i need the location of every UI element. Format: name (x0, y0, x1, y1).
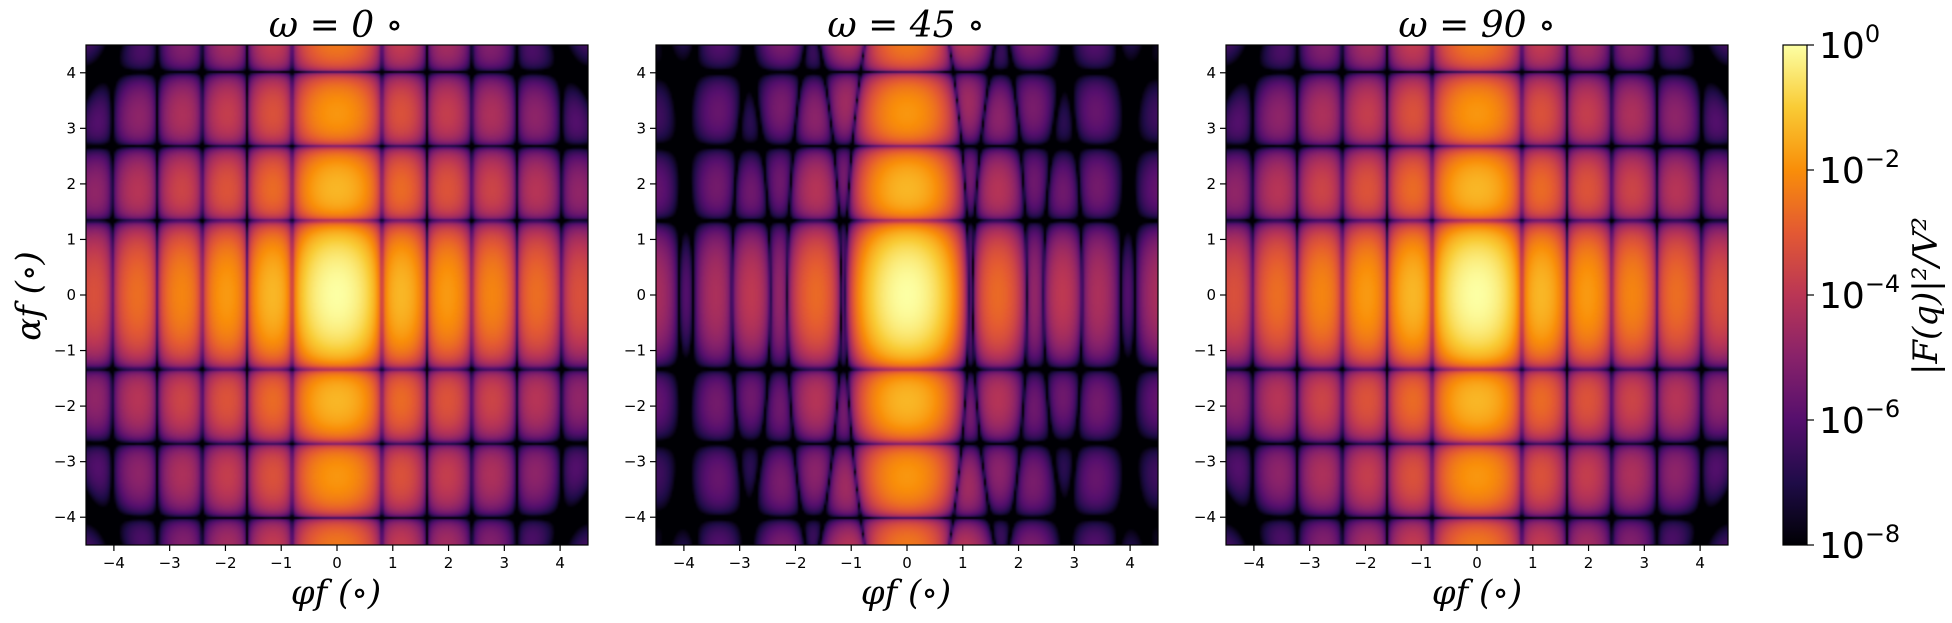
panel-title: ω = 90 ∘ (1398, 5, 1555, 46)
x-tick-label: −2 (1354, 554, 1376, 572)
y-tick-label: 4 (636, 64, 646, 82)
y-tick-label: 0 (636, 286, 646, 304)
colorbar-tick-label: 10−4 (1819, 270, 1900, 317)
y-tick-label: −4 (54, 508, 76, 526)
heatmap-canvas (86, 45, 588, 545)
y-tick-label: −3 (1194, 453, 1216, 471)
x-tick-label: 3 (1640, 554, 1650, 572)
axis-ticks: −4 −3 −2 −1 0 1 2 3 4 4 3 2 1 0 −1 −2 −3 −4 (624, 64, 1135, 572)
y-tick-label: −2 (1194, 397, 1216, 415)
x-tick-label: −3 (1299, 554, 1321, 572)
x-tick-label: 0 (1472, 554, 1482, 572)
y-tick-label: 3 (636, 119, 646, 137)
colorbar-ticks: 100 10−2 10−4 10−6 10−8 (1807, 20, 1900, 567)
y-tick-label: 1 (636, 230, 646, 248)
x-tick-label: −3 (729, 554, 751, 572)
x-tick-label: 4 (555, 554, 565, 572)
x-tick-label: 2 (1014, 554, 1024, 572)
y-axis-label: αf (∘) (9, 251, 49, 341)
x-tick-label: −1 (270, 554, 292, 572)
x-tick-label: 4 (1695, 554, 1705, 572)
panel-omega-45: ω = 45 ∘ −4 −3 −2 −1 0 1 2 3 4 4 3 2 1 0 −1 −2 −3 −4 φf (… (624, 5, 1159, 613)
y-tick-label: 2 (66, 175, 76, 193)
x-tick-label: −4 (1243, 554, 1265, 572)
y-tick-label: −4 (624, 508, 646, 526)
y-tick-label: −2 (624, 397, 646, 415)
y-tick-label: −2 (54, 397, 76, 415)
colorbar-tick-label: 10−8 (1819, 520, 1900, 567)
panel-omega-90: ω = 90 ∘ −4 −3 −2 −1 0 1 2 3 4 4 3 2 1 0 −1 −2 −3 −4 φf (… (1194, 5, 1729, 613)
axis-ticks: −4 −3 −2 −1 0 1 2 3 4 4 3 2 1 0 −1 −2 −3 −4 (54, 64, 565, 572)
x-tick-label: 1 (388, 554, 398, 572)
x-tick-label: 0 (902, 554, 912, 572)
heatmap-area (656, 45, 1158, 545)
x-tick-label: 1 (958, 554, 968, 572)
y-tick-label: 4 (1206, 64, 1216, 82)
y-tick-label: 3 (66, 119, 76, 137)
y-tick-label: 3 (1206, 119, 1216, 137)
x-axis-label: φf (∘) (861, 573, 951, 613)
y-tick-label: 1 (66, 230, 76, 248)
y-tick-label: −3 (624, 453, 646, 471)
x-tick-label: −4 (673, 554, 695, 572)
x-tick-label: 1 (1528, 554, 1538, 572)
heatmap-area (86, 45, 588, 545)
colorbar-tick-label: 10−6 (1819, 395, 1900, 442)
x-tick-label: 3 (1070, 554, 1080, 572)
y-tick-label: 2 (1206, 175, 1216, 193)
x-tick-label: 3 (500, 554, 510, 572)
x-tick-label: 4 (1125, 554, 1135, 572)
heatmap-area (1226, 45, 1728, 545)
colorbar-label: |F(q)|²/V² (1906, 217, 1946, 375)
axis-ticks: −4 −3 −2 −1 0 1 2 3 4 4 3 2 1 0 −1 −2 −3 −4 (1194, 64, 1705, 572)
x-tick-label: 0 (332, 554, 342, 572)
heatmap-canvas (656, 45, 1158, 545)
panel-title: ω = 45 ∘ (827, 5, 984, 46)
y-tick-label: 0 (66, 286, 76, 304)
y-tick-label: −1 (54, 342, 76, 360)
x-tick-label: −3 (159, 554, 181, 572)
x-tick-label: −2 (214, 554, 236, 572)
x-axis-label: φf (∘) (291, 573, 381, 613)
x-tick-label: −1 (840, 554, 862, 572)
y-tick-label: −1 (1194, 342, 1216, 360)
heatmap-canvas (1226, 45, 1728, 545)
panel-omega-0: ω = 0 ∘ −4 −3 −2 −1 0 1 2 3 4 4 3 2 1 0 −1 −2 −3 −4 φf (∘… (9, 5, 589, 613)
y-tick-label: −4 (1194, 508, 1216, 526)
x-tick-label: −1 (1410, 554, 1432, 572)
x-tick-label: −4 (103, 554, 125, 572)
x-tick-label: 2 (444, 554, 454, 572)
panel-title: ω = 0 ∘ (269, 5, 403, 46)
y-tick-label: 0 (1206, 286, 1216, 304)
colorbar: 100 10−2 10−4 10−6 10−8 |F(q)|²/V² (1782, 20, 1946, 567)
x-axis-label: φf (∘) (1432, 573, 1522, 613)
y-tick-label: −3 (54, 453, 76, 471)
colorbar-tick-label: 100 (1819, 20, 1880, 67)
colorbar-gradient (1782, 44, 1808, 546)
x-tick-label: 2 (1584, 554, 1594, 572)
x-tick-label: −2 (784, 554, 806, 572)
y-tick-label: 1 (1206, 230, 1216, 248)
y-tick-label: 2 (636, 175, 646, 193)
y-tick-label: 4 (66, 64, 76, 82)
colorbar-tick-label: 10−2 (1819, 145, 1900, 192)
y-tick-label: −1 (624, 342, 646, 360)
